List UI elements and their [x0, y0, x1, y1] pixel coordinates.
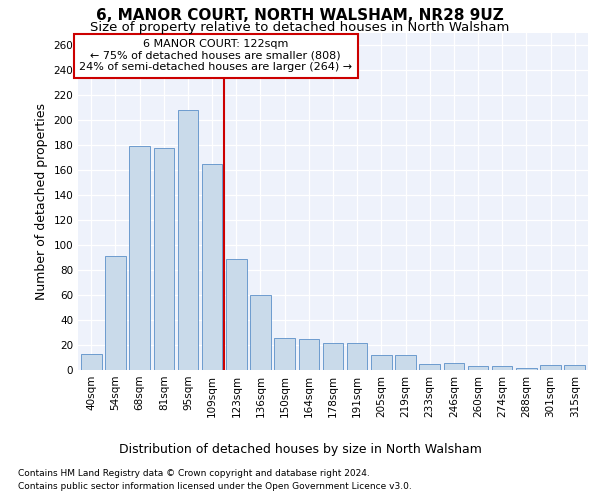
Bar: [540, 365, 561, 370]
Bar: [154, 148, 174, 370]
Bar: [443, 362, 464, 370]
Bar: [323, 342, 343, 370]
Bar: [347, 342, 367, 370]
Bar: [492, 366, 512, 370]
Bar: [371, 355, 392, 370]
Bar: [105, 256, 126, 370]
Bar: [419, 364, 440, 370]
Bar: [274, 338, 295, 370]
Text: Contains public sector information licensed under the Open Government Licence v3: Contains public sector information licen…: [18, 482, 412, 491]
Bar: [81, 354, 101, 370]
Bar: [178, 110, 198, 370]
Bar: [516, 368, 536, 370]
Bar: [226, 259, 247, 370]
Bar: [130, 146, 150, 370]
Bar: [468, 366, 488, 370]
Text: Size of property relative to detached houses in North Walsham: Size of property relative to detached ho…: [91, 21, 509, 34]
Y-axis label: Number of detached properties: Number of detached properties: [35, 103, 48, 300]
Bar: [395, 355, 416, 370]
Bar: [250, 295, 271, 370]
Text: Distribution of detached houses by size in North Walsham: Distribution of detached houses by size …: [119, 442, 481, 456]
Text: Contains HM Land Registry data © Crown copyright and database right 2024.: Contains HM Land Registry data © Crown c…: [18, 468, 370, 477]
Bar: [202, 164, 223, 370]
Bar: [565, 365, 585, 370]
Bar: [299, 339, 319, 370]
Text: 6, MANOR COURT, NORTH WALSHAM, NR28 9UZ: 6, MANOR COURT, NORTH WALSHAM, NR28 9UZ: [96, 8, 504, 22]
Text: 6 MANOR COURT: 122sqm
← 75% of detached houses are smaller (808)
24% of semi-det: 6 MANOR COURT: 122sqm ← 75% of detached …: [79, 40, 352, 72]
